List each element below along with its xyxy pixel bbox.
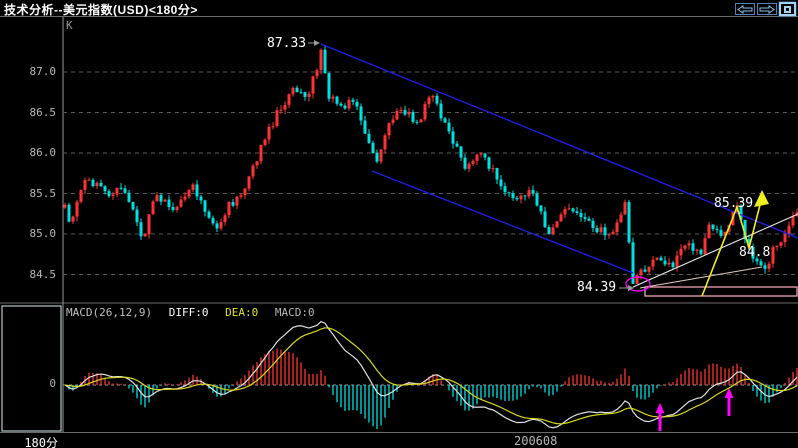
scroll-left-button[interactable]	[735, 3, 755, 15]
annotation-low: 84.39	[577, 280, 617, 295]
dea-line	[64, 327, 798, 425]
support-fan-lines	[632, 213, 798, 289]
status-bar	[0, 432, 798, 448]
indicator-macd-value: MACD:0	[274, 306, 315, 319]
indicator-dea-value: DEA:0	[225, 306, 259, 319]
title-bar: 技术分析--美元指数(USD)<180分>	[0, 0, 798, 17]
annotation-arrows	[308, 40, 634, 291]
annotation-high: 87.33	[267, 36, 307, 51]
y-axis-tick: 85.0	[29, 227, 57, 240]
panel-frame	[0, 17, 798, 448]
left-arrow-icon	[737, 4, 753, 14]
indicator-name: MACD(26,12,9)	[66, 306, 153, 319]
macd-zero-label: 0	[49, 377, 56, 390]
y-axis-tick: 87.0	[29, 65, 57, 78]
window-title: 技术分析--美元指数(USD)<180分>	[4, 3, 198, 17]
scroll-right-button[interactable]	[757, 3, 777, 15]
period-label: 180分	[24, 436, 58, 448]
indicator-info-box	[1, 305, 62, 432]
right-arrow-icon	[759, 4, 775, 14]
drawn-markers	[625, 276, 798, 297]
y-axis-tick: 86.5	[29, 105, 57, 119]
indicator-diff-value: DIFF:0	[168, 306, 209, 319]
projection-zigzag	[701, 190, 769, 297]
date-axis-label: 200608	[514, 434, 558, 448]
y-axis-tick: 86.0	[29, 146, 57, 159]
candlesticks	[63, 45, 798, 284]
y-axis-tick: 85.5	[29, 186, 57, 200]
y-axis-tick: 84.5	[29, 267, 57, 281]
trend-channel	[320, 43, 798, 274]
annotation-recent-high: 85.39	[714, 196, 754, 211]
annotation-pullback: 84.8	[739, 245, 771, 260]
diff-line	[64, 320, 798, 429]
buy-signal-arrows	[655, 388, 734, 431]
maximize-icon	[784, 5, 791, 13]
maximize-button[interactable]	[779, 2, 796, 16]
chart-type-label: K	[66, 19, 73, 32]
indicator-header: MACD(26,12,9) DIFF:0 DEA:0 MACD:0	[66, 306, 325, 319]
